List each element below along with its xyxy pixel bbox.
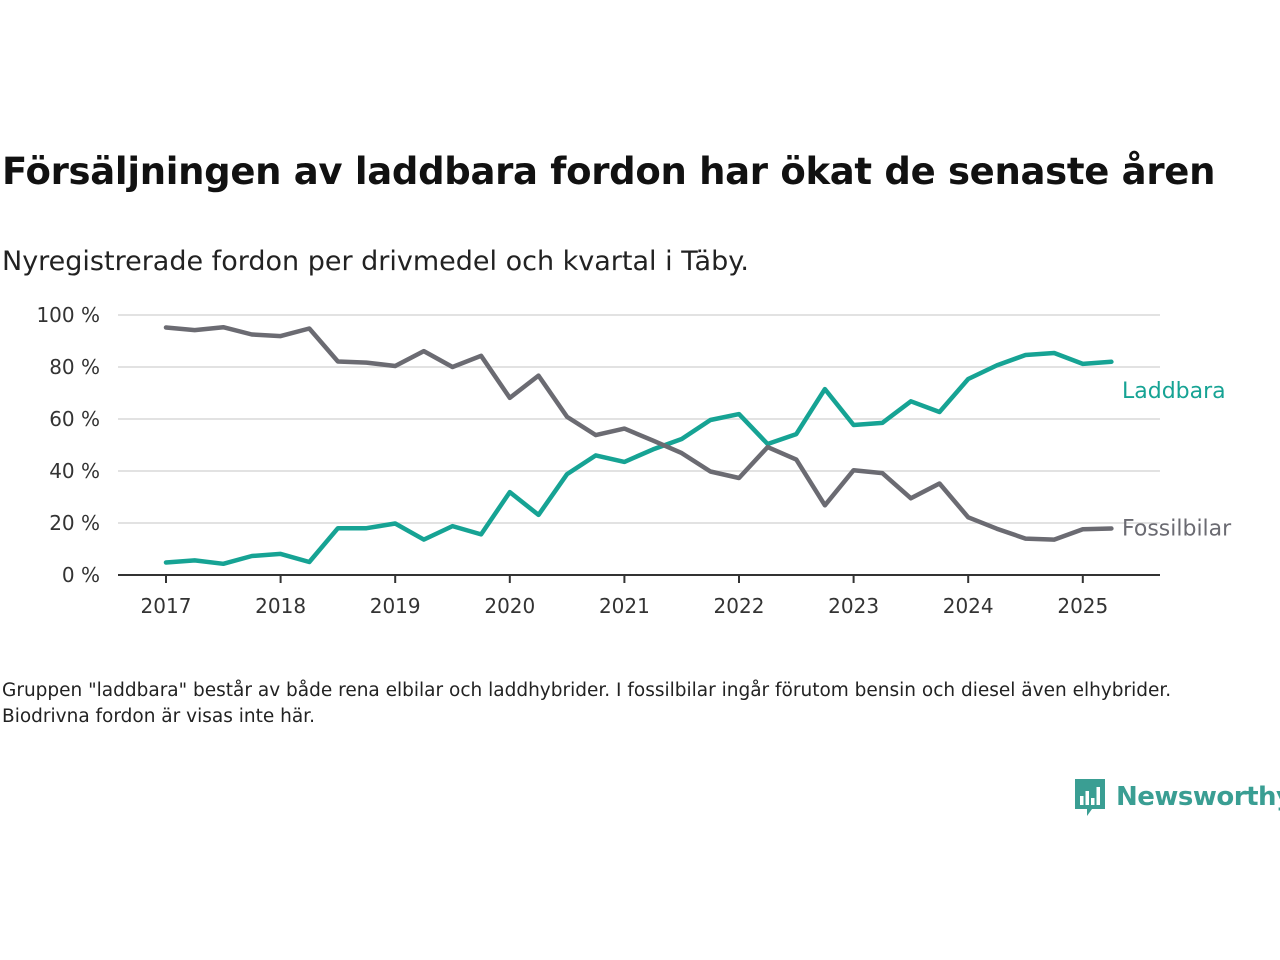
x-tick-label: 2024 [943,594,994,618]
series-label-laddbara: Laddbara [1122,379,1226,404]
x-tick-label: 2020 [484,594,535,618]
y-tick-label: 60 % [49,407,100,431]
series-line-fossilbilar [163,324,1114,542]
logo-text: Newsworthy [1116,782,1280,812]
line-chart: 0 % 20 % 40 % 60 % 80 % 100 % 2017 2018 2019 202… [36,303,1232,618]
x-tick-label: 2023 [828,594,879,618]
series-lines [163,324,1114,567]
series-label-fossilbilar: Fossilbilar [1122,516,1232,541]
series-line-laddbara [163,350,1114,567]
y-tick-label: 20 % [49,511,100,535]
x-tick-label: 2017 [141,594,192,618]
footnote: Gruppen "laddbara" består av både rena e… [2,680,1172,727]
chart-subtitle: Nyregistrerade fordon per drivmedel och … [2,246,749,277]
y-tick-label: 80 % [49,355,100,379]
x-axis: 2017 2018 2019 2020 2021 2022 2023 2024 2025 [118,574,1160,618]
x-tick-label: 2019 [370,594,421,618]
y-tick-label: 0 % [62,563,100,587]
x-tick-label: 2018 [255,594,306,618]
y-tick-label: 40 % [49,459,100,483]
x-tick-label: 2022 [714,594,765,618]
x-tick-label: 2025 [1057,594,1108,618]
grid-lines [118,314,1160,524]
y-tick-label: 100 % [36,303,100,327]
newsworthy-logo[interactable]: Newsworthy [1072,776,1280,818]
y-axis-ticks: 0 % 20 % 40 % 60 % 80 % 100 % [36,303,100,587]
series-labels: Laddbara Fossilbilar [1122,379,1232,542]
newsworthy-bar-chart-icon [1075,779,1105,816]
x-tick-label: 2021 [599,594,650,618]
chart-title: Försäljningen av laddbara fordon har öka… [2,150,1216,193]
